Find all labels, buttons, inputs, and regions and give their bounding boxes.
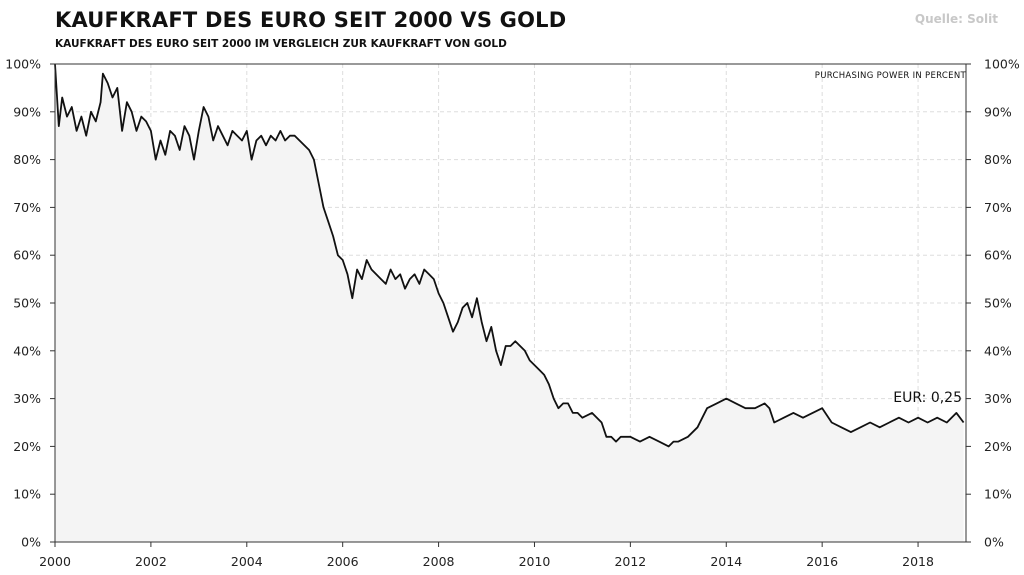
y-tick-label-right: 40%	[984, 343, 1012, 358]
x-tick-label: 2010	[519, 554, 551, 569]
x-tick-label: 2006	[327, 554, 359, 569]
x-tick-label: 2012	[614, 554, 646, 569]
y-tick-label-left: 0%	[21, 535, 41, 550]
y-tick-label-right: 90%	[984, 104, 1012, 119]
x-tick-label: 2002	[135, 554, 167, 569]
y-tick-label-right: 100%	[984, 57, 1020, 72]
x-tick-label: 2004	[231, 554, 263, 569]
x-tick-label: 2000	[39, 554, 71, 569]
chart-subtitle: KAUFKRAFT DES EURO SEIT 2000 IM VERGLEIC…	[55, 38, 507, 50]
y-tick-label-left: 100%	[5, 57, 41, 72]
axes	[50, 63, 971, 547]
y-tick-label-left: 70%	[13, 200, 41, 215]
chart-source: Quelle: Solit	[914, 12, 998, 26]
y-tick-label-right: 80%	[984, 152, 1012, 167]
y-tick-label-left: 90%	[13, 104, 41, 119]
series-line-eur	[54, 63, 965, 448]
y-tick-label-left: 50%	[13, 296, 41, 311]
end-value-label: EUR: 0,25	[893, 390, 962, 406]
series-area-fill	[55, 64, 964, 542]
area-layer	[54, 63, 965, 542]
y-tick-label-right: 70%	[984, 200, 1012, 215]
x-tick-label: 2018	[902, 554, 934, 569]
tick-labels: 0% 0% 10% 10% 20% 20% 30% 30% 40% 40% 50% 50% 60% 60%…	[5, 57, 1020, 570]
y-tick-label-left: 80%	[13, 152, 41, 167]
unit-label: PURCHASING POWER IN PERCENT	[815, 71, 967, 81]
y-tick-label-left: 60%	[13, 248, 41, 263]
x-tick-label: 2008	[423, 554, 455, 569]
y-tick-label-left: 10%	[13, 487, 41, 502]
y-tick-label-right: 50%	[984, 296, 1012, 311]
chart-title: KAUFKRAFT DES EURO SEIT 2000 VS GOLD	[55, 8, 567, 32]
x-tick-label: 2016	[806, 554, 838, 569]
y-tick-label-right: 20%	[984, 439, 1012, 454]
y-tick-label-left: 20%	[13, 439, 41, 454]
y-tick-label-left: 40%	[13, 343, 41, 358]
y-tick-label-right: 30%	[984, 391, 1012, 406]
y-tick-label-left: 30%	[13, 391, 41, 406]
x-tick-label: 2014	[710, 554, 742, 569]
y-tick-label-right: 60%	[984, 248, 1012, 263]
y-tick-label-right: 10%	[984, 487, 1012, 502]
y-tick-label-right: 0%	[984, 535, 1004, 550]
